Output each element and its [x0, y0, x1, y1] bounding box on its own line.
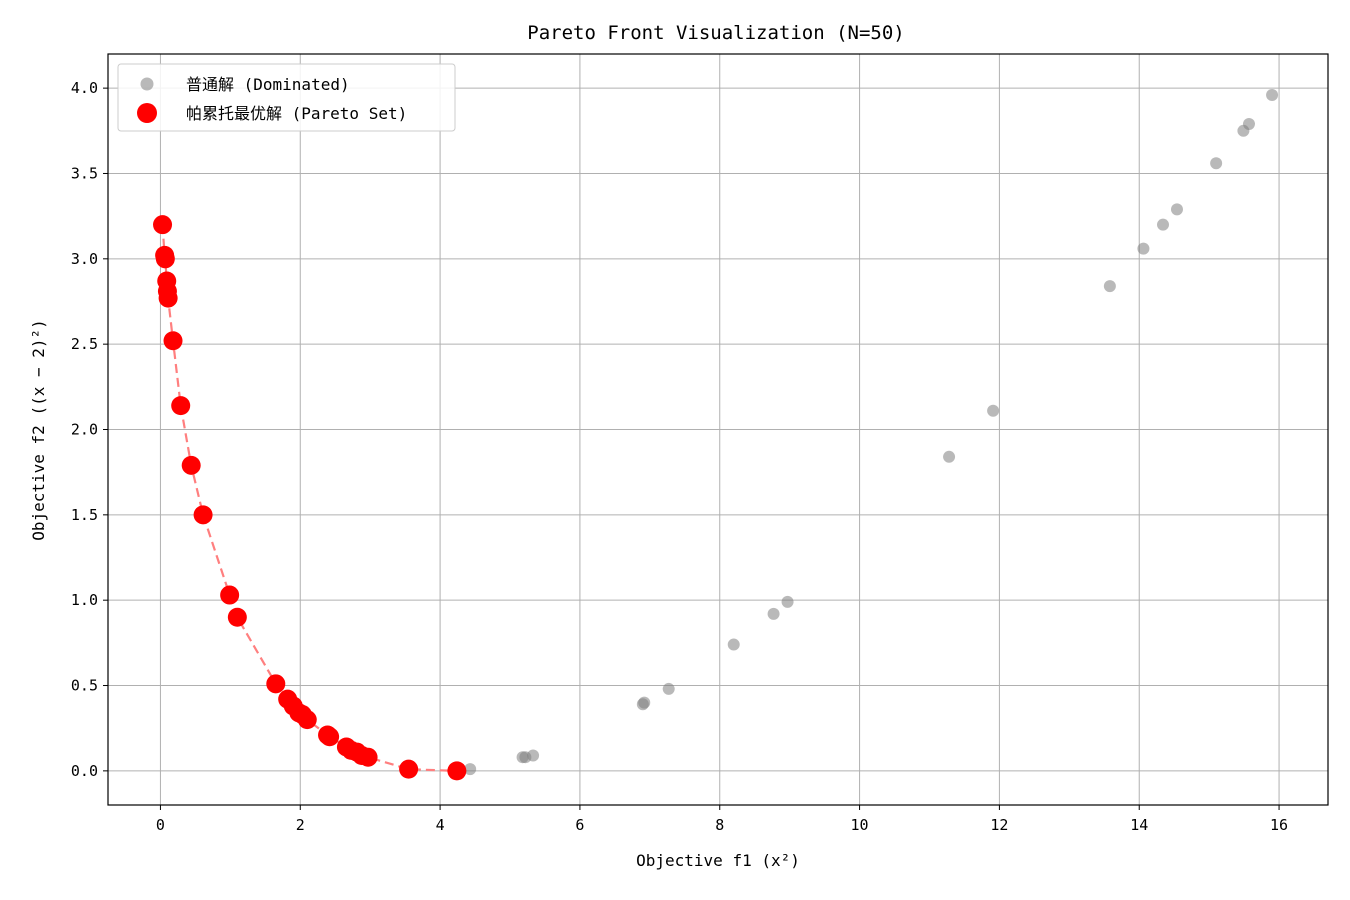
pareto-point	[447, 761, 467, 781]
x-tick-label: 14	[1130, 816, 1148, 834]
legend: 普通解 (Dominated) 帕累托最优解 (Pareto Set)	[117, 63, 456, 132]
pareto-point	[181, 455, 201, 475]
pareto-point	[155, 249, 175, 269]
dominated-point	[767, 607, 780, 620]
y-tick-label: 3.0	[71, 250, 98, 268]
pareto-point	[358, 747, 378, 767]
y-tick-label: 0.0	[71, 762, 98, 780]
pareto-front-line-group	[161, 224, 457, 772]
y-axis-label: Objective f2 ((x − 2)²)	[29, 319, 48, 541]
dominated-point	[1210, 157, 1223, 170]
y-tick-label: 4.0	[71, 79, 98, 97]
x-tick-label: 10	[851, 816, 869, 834]
pareto-point	[158, 288, 178, 308]
dominated-point	[464, 763, 477, 776]
dominated-point	[527, 749, 540, 762]
legend-marker-dominated	[140, 77, 154, 91]
legend-box	[117, 63, 456, 132]
dominated-point	[987, 404, 1000, 417]
pareto-point	[266, 674, 286, 694]
dominated-point	[638, 696, 651, 709]
dominated-point	[1137, 242, 1150, 255]
dominated-point	[943, 450, 956, 463]
dominated-point	[1242, 117, 1255, 130]
y-tick-label: 1.5	[71, 506, 98, 524]
x-tick-label: 6	[575, 816, 584, 834]
x-tick-label: 8	[715, 816, 724, 834]
y-axis-ticks: 0.0 0.5 1.0 1.5 2.0 2.5 3.0 3.5 4.0	[71, 79, 108, 780]
x-axis-label: Objective f1 (x²)	[636, 851, 800, 870]
pareto-point	[297, 710, 317, 730]
pareto-point	[227, 607, 247, 627]
legend-label-pareto: 帕累托最优解 (Pareto Set)	[186, 104, 407, 123]
pareto-point	[171, 396, 191, 416]
legend-label-dominated: 普通解 (Dominated)	[186, 75, 350, 94]
y-tick-label: 0.5	[71, 677, 98, 695]
pareto-front-line	[161, 224, 457, 772]
pareto-point	[320, 727, 340, 747]
x-tick-label: 4	[436, 816, 445, 834]
dominated-points	[464, 88, 1279, 776]
dominated-point	[781, 595, 794, 608]
dominated-point	[1170, 203, 1183, 216]
y-tick-label: 2.5	[71, 335, 98, 353]
x-tick-label: 2	[296, 816, 305, 834]
dominated-point	[1157, 218, 1170, 231]
x-tick-label: 0	[156, 816, 165, 834]
pareto-point	[163, 331, 183, 351]
x-axis-ticks: 0 2 4 6 8 10 12 14 16	[156, 805, 1288, 834]
pareto-point	[220, 585, 240, 605]
dominated-point	[727, 638, 740, 651]
y-tick-label: 3.5	[71, 164, 98, 182]
dominated-point	[1266, 88, 1279, 101]
grid	[108, 54, 1328, 805]
y-tick-label: 1.0	[71, 591, 98, 609]
legend-marker-pareto	[137, 103, 157, 123]
dominated-point	[662, 682, 675, 695]
pareto-points	[153, 215, 467, 781]
pareto-point	[399, 759, 419, 779]
pareto-point	[153, 215, 173, 235]
pareto-point	[193, 505, 213, 525]
dominated-point	[1103, 280, 1116, 293]
chart-title: Pareto Front Visualization (N=50)	[527, 22, 905, 44]
y-tick-label: 2.0	[71, 421, 98, 439]
x-tick-label: 12	[990, 816, 1008, 834]
x-tick-label: 16	[1270, 816, 1288, 834]
